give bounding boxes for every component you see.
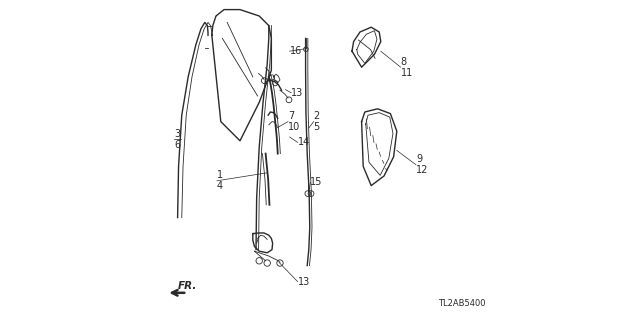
Text: 13: 13 [291, 88, 303, 98]
Text: 9
12: 9 12 [416, 154, 428, 175]
Text: 8
11: 8 11 [401, 57, 413, 78]
Text: TL2AB5400: TL2AB5400 [438, 300, 486, 308]
Text: 3
6: 3 6 [174, 129, 180, 150]
Text: 1
4: 1 4 [217, 170, 223, 191]
Text: 14: 14 [298, 137, 310, 148]
Text: 2
5: 2 5 [314, 111, 320, 132]
Text: 7
10: 7 10 [288, 111, 300, 132]
Text: 13: 13 [298, 276, 310, 287]
Text: FR.: FR. [178, 281, 197, 291]
Text: 16: 16 [290, 46, 302, 56]
Text: 15: 15 [310, 177, 323, 188]
